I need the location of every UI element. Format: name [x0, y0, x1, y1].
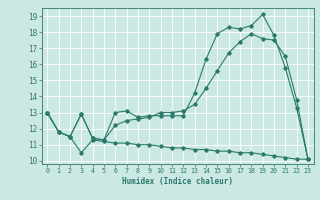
X-axis label: Humidex (Indice chaleur): Humidex (Indice chaleur)	[122, 177, 233, 186]
